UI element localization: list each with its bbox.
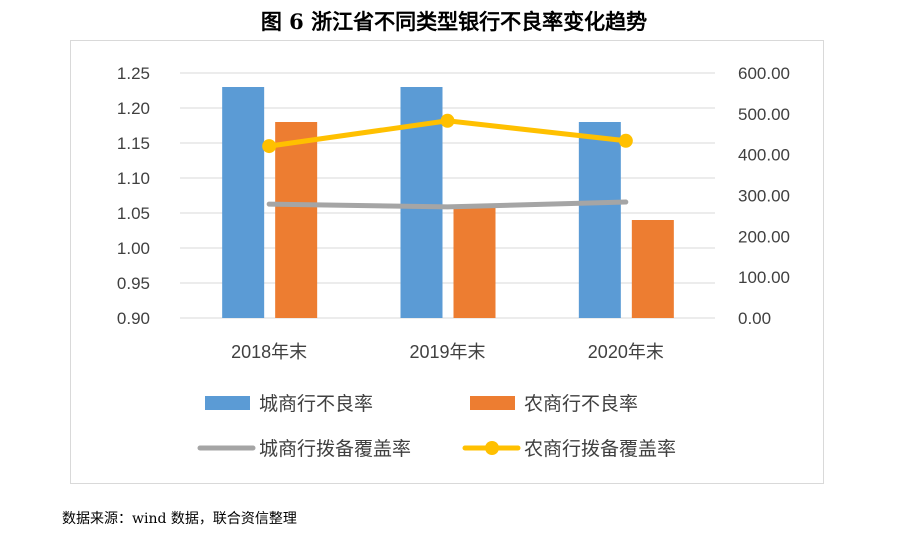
left-tick-label: 1.00 [117,239,150,258]
data-point [440,113,455,128]
left-tick-label: 1.15 [117,134,150,153]
left-tick-label: 1.05 [117,204,150,223]
line-series [266,199,629,210]
right-tick-label: 300.00 [738,187,790,206]
right-tick-label: 0.00 [738,309,771,328]
right-tick-label: 200.00 [738,227,790,246]
category-label: 2018年末 [231,342,307,362]
chart-frame [70,40,824,484]
right-tick-label: 100.00 [738,268,790,287]
right-tick-label: 400.00 [738,146,790,165]
left-tick-label: 0.95 [117,274,150,293]
legend-swatch [205,396,250,410]
left-tick-label: 1.25 [117,64,150,83]
right-tick-label: 500.00 [738,105,790,124]
legend-label: 城商行不良率 [259,393,373,415]
left-tick-label: 1.20 [117,99,150,118]
legend-label: 城商行拨备覆盖率 [259,438,411,460]
right-tick-label: 600.00 [738,64,790,83]
legend-swatch [470,396,515,410]
data-point [618,133,633,148]
bar-city [578,122,621,318]
data-point [262,139,277,154]
category-label: 2019年末 [409,342,485,362]
bar-rural [631,220,674,318]
bar-rural [275,122,318,318]
legend-label: 农商行拨备覆盖率 [524,438,676,460]
chart-title: 图 6 浙江省不同类型银行不良率变化趋势 [260,9,648,34]
bar-city [222,87,265,318]
legend-marker [485,441,499,455]
left-tick-label: 1.10 [117,169,150,188]
legend-label: 农商行不良率 [524,393,638,415]
category-label: 2020年末 [588,342,664,362]
left-tick-label: 0.90 [117,309,150,328]
bar-rural [453,206,496,318]
source-note: 数据来源：wind 数据，联合资信整理 [62,511,297,527]
